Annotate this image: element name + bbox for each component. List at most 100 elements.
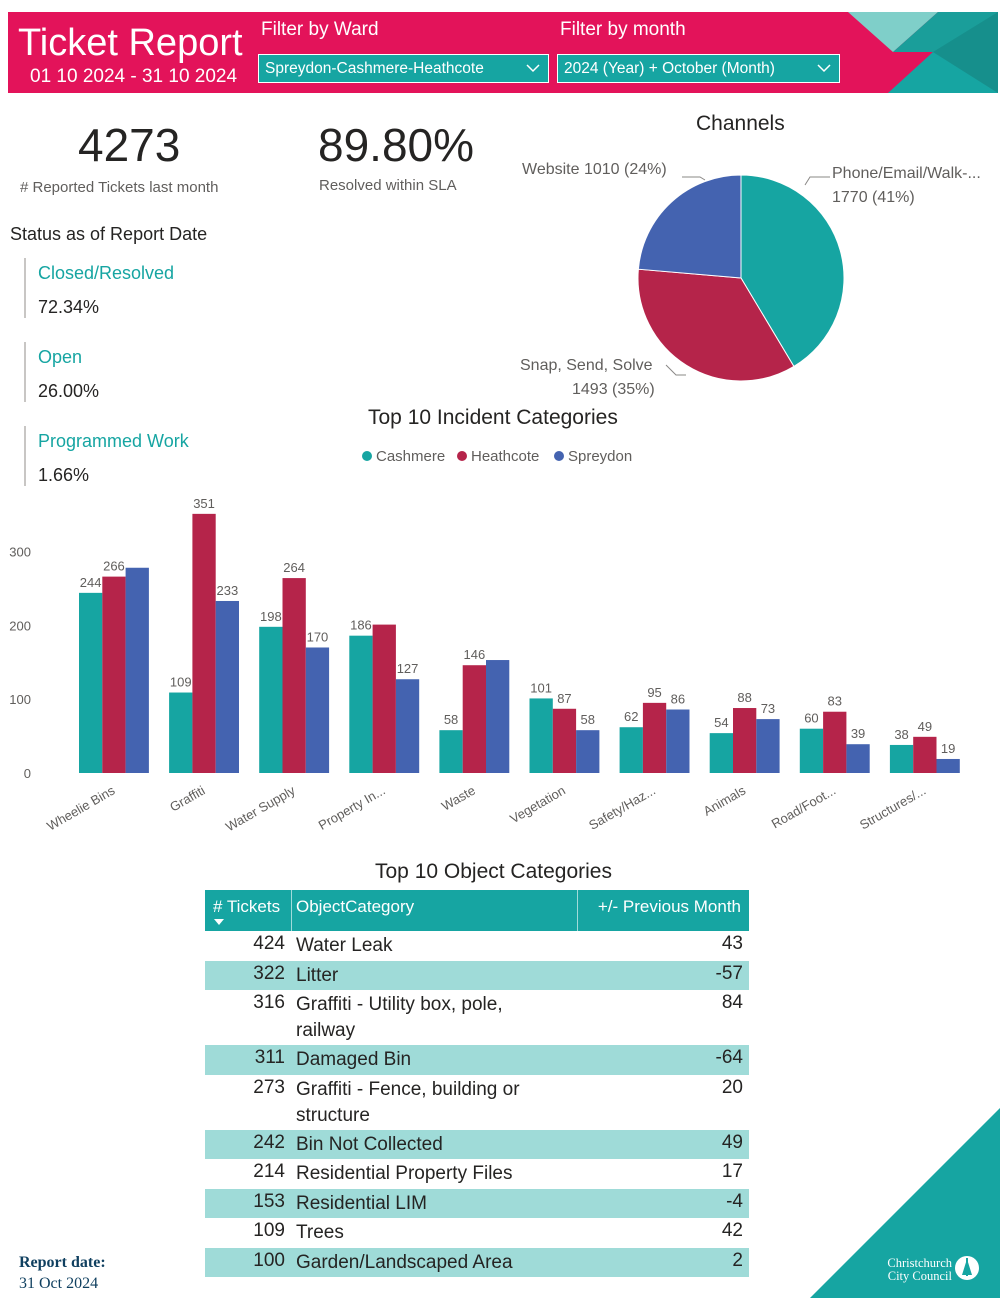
month-dropdown[interactable]: 2024 (Year) + October (Month) bbox=[557, 54, 840, 83]
report-date-label: Report date: bbox=[19, 1254, 106, 1271]
bar-cashmere[interactable] bbox=[529, 698, 553, 773]
chevron-down-icon bbox=[526, 64, 540, 73]
table-row[interactable]: 109 Trees 42 bbox=[205, 1218, 749, 1248]
bar-cashmere[interactable] bbox=[619, 727, 643, 773]
bar-cashmere[interactable] bbox=[709, 733, 733, 773]
pie-label-sss: Snap, Send, Solve bbox=[520, 357, 653, 374]
bar-spreydon[interactable] bbox=[666, 709, 690, 773]
status-divider bbox=[24, 342, 26, 402]
bar-data-label: 38 bbox=[894, 727, 908, 742]
pie-label-phone: Phone/Email/Walk-... bbox=[832, 165, 981, 182]
object-category-cell: Damaged Bin bbox=[296, 1049, 412, 1070]
pie-chart-title: Channels bbox=[696, 112, 785, 135]
bar-cashmere[interactable] bbox=[889, 744, 914, 773]
x-tick-label: Animals bbox=[701, 782, 749, 818]
legend-heathcote: Heathcote bbox=[457, 448, 539, 465]
y-tick-label: 100 bbox=[9, 692, 31, 707]
bar-heathcote[interactable] bbox=[552, 708, 577, 773]
table-row[interactable]: 322 Litter -57 bbox=[205, 960, 749, 990]
ward-dropdown-value: Spreydon-Cashmere-Heathcote bbox=[265, 60, 484, 77]
previous-month-cell: 2 bbox=[732, 1249, 743, 1271]
bar-heathcote[interactable] bbox=[642, 702, 667, 773]
bar-heathcote[interactable] bbox=[282, 578, 306, 773]
table-row[interactable]: 424 Water Leak 43 bbox=[205, 931, 749, 961]
date-range: 01 10 2024 - 31 10 2024 bbox=[30, 66, 238, 87]
legend-label: Spreydon bbox=[568, 448, 633, 465]
bar-data-label: 146 bbox=[463, 647, 485, 662]
bar-cashmere[interactable] bbox=[259, 626, 283, 773]
bar-data-label: 95 bbox=[647, 685, 661, 700]
bar-heathcote[interactable] bbox=[913, 736, 937, 773]
bar-heathcote[interactable] bbox=[192, 513, 216, 773]
council-logo-icon bbox=[955, 1256, 979, 1280]
previous-month-cell: 84 bbox=[721, 992, 743, 1013]
bar-cashmere[interactable] bbox=[439, 730, 463, 773]
report-title: Ticket Report bbox=[18, 22, 243, 64]
table-row[interactable]: 273 Graffiti - Fence, building or structu… bbox=[205, 1075, 749, 1130]
table-row[interactable]: 316 Graffiti - Utility box, pole, railway… bbox=[205, 990, 749, 1045]
pie-slice-phone[interactable] bbox=[740, 174, 845, 368]
bar-spreydon[interactable] bbox=[846, 744, 870, 773]
col-header-tickets[interactable]: # Tickets bbox=[213, 897, 293, 925]
bar-heathcote[interactable] bbox=[823, 711, 847, 773]
previous-month-cell: -4 bbox=[726, 1190, 743, 1212]
bar-data-label: 54 bbox=[714, 715, 728, 730]
legend-swatch bbox=[362, 451, 372, 462]
bar-data-label: 198 bbox=[260, 609, 282, 624]
bar-heathcote[interactable] bbox=[462, 665, 486, 773]
legend-spreydon: Spreydon bbox=[554, 448, 632, 465]
col-header-previous[interactable]: +/- Previous Month bbox=[597, 897, 741, 916]
bar-spreydon[interactable] bbox=[756, 719, 780, 773]
x-tick-label: Property In... bbox=[316, 783, 388, 833]
reported-tickets-value: 4273 bbox=[78, 119, 181, 171]
bar-heathcote[interactable] bbox=[733, 708, 757, 773]
column-divider bbox=[577, 890, 578, 931]
bar-data-label: 266 bbox=[103, 559, 125, 574]
council-logo-text: Christchurch City Council bbox=[852, 1257, 952, 1283]
table-row[interactable]: 100 Garden/Landscaped Area 2 bbox=[205, 1247, 749, 1277]
object-category-cell: Bin Not Collected bbox=[296, 1133, 443, 1155]
bar-chart-title: Top 10 Incident Categories bbox=[368, 406, 618, 429]
col-header-tickets-label: # Tickets bbox=[213, 897, 281, 916]
bar-spreydon[interactable] bbox=[576, 730, 600, 773]
pie-slice-snap-send-solve[interactable] bbox=[637, 268, 795, 382]
bar-spreydon[interactable] bbox=[486, 660, 510, 773]
bar-data-label: 264 bbox=[283, 560, 305, 575]
object-category-cell: Garden/Landscaped Area bbox=[296, 1251, 513, 1273]
bar-spreydon[interactable] bbox=[305, 647, 330, 773]
bar-spreydon[interactable] bbox=[215, 600, 239, 773]
tickets-cell: 100 bbox=[253, 1249, 285, 1271]
x-tick-label: Road/Foot... bbox=[769, 783, 838, 832]
legend-cashmere: Cashmere bbox=[362, 448, 445, 465]
table-row[interactable]: 153 Residential LIM -4 bbox=[205, 1188, 749, 1218]
bar-cashmere[interactable] bbox=[79, 592, 103, 773]
bar-spreydon[interactable] bbox=[395, 679, 420, 773]
object-category-cell: Graffiti - Fence, building or structure bbox=[296, 1078, 520, 1126]
ward-dropdown[interactable]: Spreydon-Cashmere-Heathcote bbox=[258, 54, 549, 83]
filter-month-label: Filter by month bbox=[560, 19, 686, 40]
x-tick-label: Structures/... bbox=[857, 783, 928, 833]
col-header-object[interactable]: ObjectCategory bbox=[296, 897, 415, 916]
pie-label-website: Website 1010 (24%) bbox=[522, 161, 667, 178]
table-row[interactable]: 311 Damaged Bin -64 bbox=[205, 1045, 749, 1075]
bar-spreydon[interactable] bbox=[936, 758, 960, 773]
table-row[interactable]: 242 Bin Not Collected 49 bbox=[205, 1129, 749, 1159]
table-row[interactable]: 214 Residential Property Files 17 bbox=[205, 1159, 749, 1189]
bar-cashmere[interactable] bbox=[799, 728, 824, 773]
bar-data-label: 351 bbox=[193, 496, 215, 511]
bar-heathcote[interactable] bbox=[372, 624, 396, 773]
legend-label: Cashmere bbox=[376, 448, 446, 465]
bar-cashmere[interactable] bbox=[349, 635, 373, 773]
logo-line-2: City Council bbox=[887, 1269, 952, 1283]
x-tick-label: Water Supply bbox=[223, 782, 298, 834]
bar-spreydon[interactable] bbox=[125, 567, 149, 773]
pie-slice-website[interactable] bbox=[637, 174, 742, 279]
bar-data-label: 109 bbox=[170, 675, 192, 690]
bar-data-label: 127 bbox=[397, 661, 419, 676]
chevron-down-icon bbox=[817, 64, 831, 73]
bar-heathcote[interactable] bbox=[102, 576, 126, 773]
table-header-row: # Tickets ObjectCategory +/- Previous Mo… bbox=[205, 890, 749, 931]
report-date-value: 31 Oct 2024 bbox=[19, 1275, 99, 1292]
bar-cashmere[interactable] bbox=[169, 692, 193, 773]
object-category-cell: Water Leak bbox=[296, 935, 393, 956]
